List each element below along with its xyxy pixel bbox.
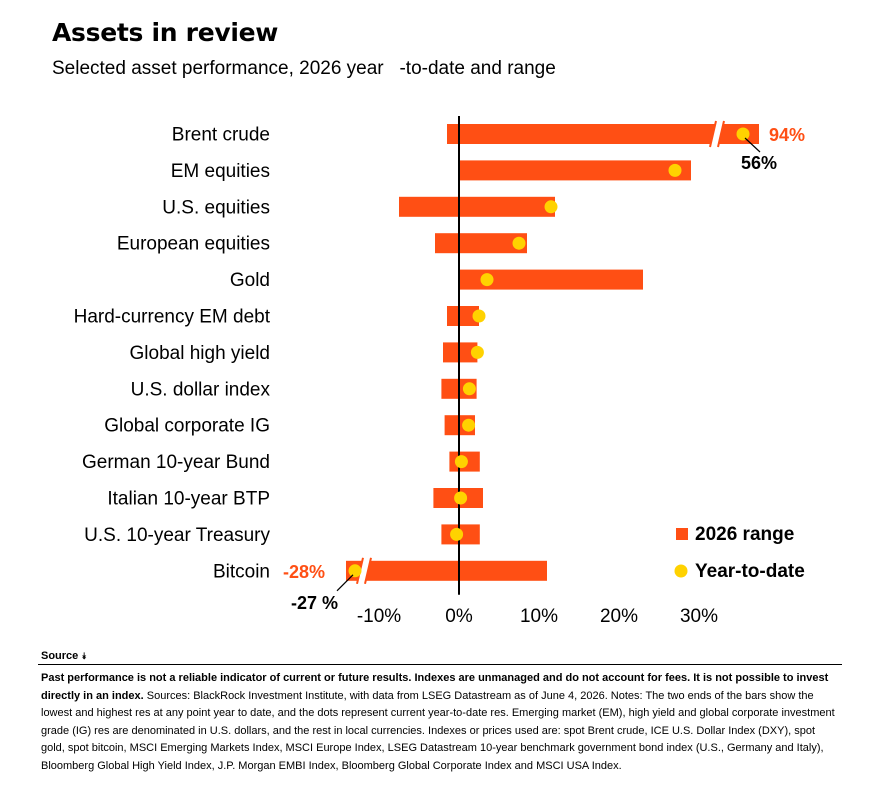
category-label-gold: Gold: [230, 270, 270, 291]
x-tick-label: -10%: [357, 606, 401, 627]
ytd-dot-gold: [480, 273, 494, 287]
callout-leader-bitcoin: [336, 574, 354, 592]
ytd-dot-hard-currency-em-debt: [472, 309, 486, 323]
category-label-brent-crude: Brent crude: [172, 125, 270, 146]
ytd-dot-european-equities: [512, 236, 526, 250]
callout-bitcoin-ytd: -27 %: [291, 593, 338, 613]
category-label-european-equities: European equities: [117, 234, 270, 255]
category-label-em-equities: EM equities: [171, 161, 270, 182]
range-bar-brent-crude: [447, 124, 759, 144]
range-bar-hard-currency-em-debt: [447, 306, 479, 326]
callout-brent-ytd: 56%: [741, 153, 777, 173]
source-toggle-label: Source: [41, 650, 79, 662]
range-bar-global-high-yield: [443, 342, 478, 363]
x-tick-label: 0%: [445, 606, 473, 627]
category-label-global-high-yield: Global high yield: [130, 343, 270, 364]
range-bar-u-s-equities: [399, 196, 555, 217]
x-tick-label: 20%: [600, 606, 638, 627]
ytd-dot-brent-crude: [736, 127, 750, 141]
page-subtitle: Selected asset performance, 2026 year -t…: [52, 58, 556, 79]
legend-ytd-label: Year-to-date: [695, 561, 805, 582]
category-label-global-corporate-ig: Global corporate IG: [104, 416, 270, 437]
ytd-dot-u-s-10-year-treasury: [450, 527, 464, 541]
category-label-bitcoin: Bitcoin: [213, 561, 270, 582]
range-bar-em-equities: [459, 160, 691, 181]
source-toggle-button[interactable]: Source ⯯: [41, 650, 87, 662]
category-label-u-s-equities: U.S. equities: [162, 197, 270, 218]
asset-range-chart: Brent crude EM equities U.S. equities Europ…: [74, 116, 805, 627]
callout-bitcoin-low: -28%: [283, 562, 325, 582]
range-bar-gold: [459, 269, 643, 290]
legend-ytd-swatch: [674, 564, 688, 578]
category-label-hard-currency-em-debt: Hard-currency EM debt: [74, 307, 271, 328]
x-tick-label: 10%: [520, 606, 558, 627]
ytd-dot-bitcoin: [348, 564, 362, 578]
page-title: Assets in review: [52, 18, 279, 47]
source-notes: Past performance is not a reliable indic…: [41, 670, 841, 776]
axis-break-brent: [709, 120, 725, 148]
category-label-italian-10-year-btp: Italian 10-year BTP: [107, 489, 270, 510]
legend-range-swatch: [676, 528, 688, 540]
callout-brent-high: 94%: [769, 125, 805, 145]
callout-leader-brent: [744, 137, 761, 153]
range-bar-bitcoin: [346, 560, 547, 581]
notes-text: Sources: BlackRock Investment Institute,…: [41, 689, 835, 772]
ytd-dot-german-10-year-bund: [454, 455, 468, 469]
ytd-dot-u-s-equities: [544, 200, 558, 214]
category-label-u-s-dollar-index: U.S. dollar index: [131, 379, 271, 400]
chevron-double-down-icon: ⯯: [81, 651, 87, 661]
ytd-dot-u-s-dollar-index: [462, 382, 476, 396]
category-label-german-10-year-bund: German 10-year Bund: [82, 452, 270, 473]
ytd-dot-em-equities: [668, 163, 682, 177]
x-tick-label: 30%: [680, 606, 718, 627]
ytd-dot-global-corporate-ig: [462, 418, 476, 432]
legend-range-label: 2026 range: [695, 524, 794, 545]
category-label-u-s-10-year-treasury: U.S. 10-year Treasury: [84, 525, 270, 546]
ytd-dot-italian-10-year-btp: [454, 491, 468, 505]
disclaimer-text: Past performance is not a reliable indic…: [41, 672, 829, 702]
ytd-dot-global-high-yield: [470, 345, 484, 359]
divider: [38, 664, 842, 665]
